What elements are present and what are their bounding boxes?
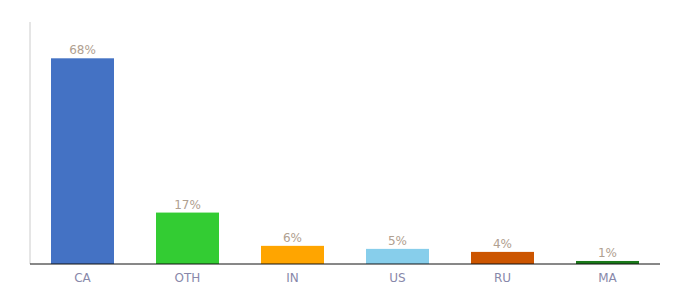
- data-label: 68%: [69, 43, 96, 57]
- bar: [261, 246, 324, 264]
- chart: 68% 17% 6% 5% 4% 1% CA OTH IN US RU MA: [0, 0, 680, 300]
- data-label: 1%: [598, 246, 617, 260]
- y-axis-line: [30, 22, 31, 264]
- x-tick-label: CA: [74, 271, 91, 285]
- x-tick-label: IN: [286, 271, 299, 285]
- x-tick-label: OTH: [175, 271, 201, 285]
- x-axis-line: [30, 264, 660, 265]
- x-tick-label: RU: [494, 271, 511, 285]
- bar: [471, 252, 534, 264]
- bars: [51, 58, 639, 264]
- data-label: 17%: [174, 198, 201, 212]
- data-label: 4%: [493, 237, 512, 251]
- x-tick-label: MA: [598, 271, 617, 285]
- x-tick-label: US: [389, 271, 405, 285]
- bar: [366, 249, 429, 264]
- data-label: 5%: [388, 234, 407, 248]
- bar: [156, 213, 219, 264]
- data-label: 6%: [283, 231, 302, 245]
- bar: [51, 58, 114, 264]
- chart-container: 68% 17% 6% 5% 4% 1% CA OTH IN US RU MA: [0, 0, 680, 300]
